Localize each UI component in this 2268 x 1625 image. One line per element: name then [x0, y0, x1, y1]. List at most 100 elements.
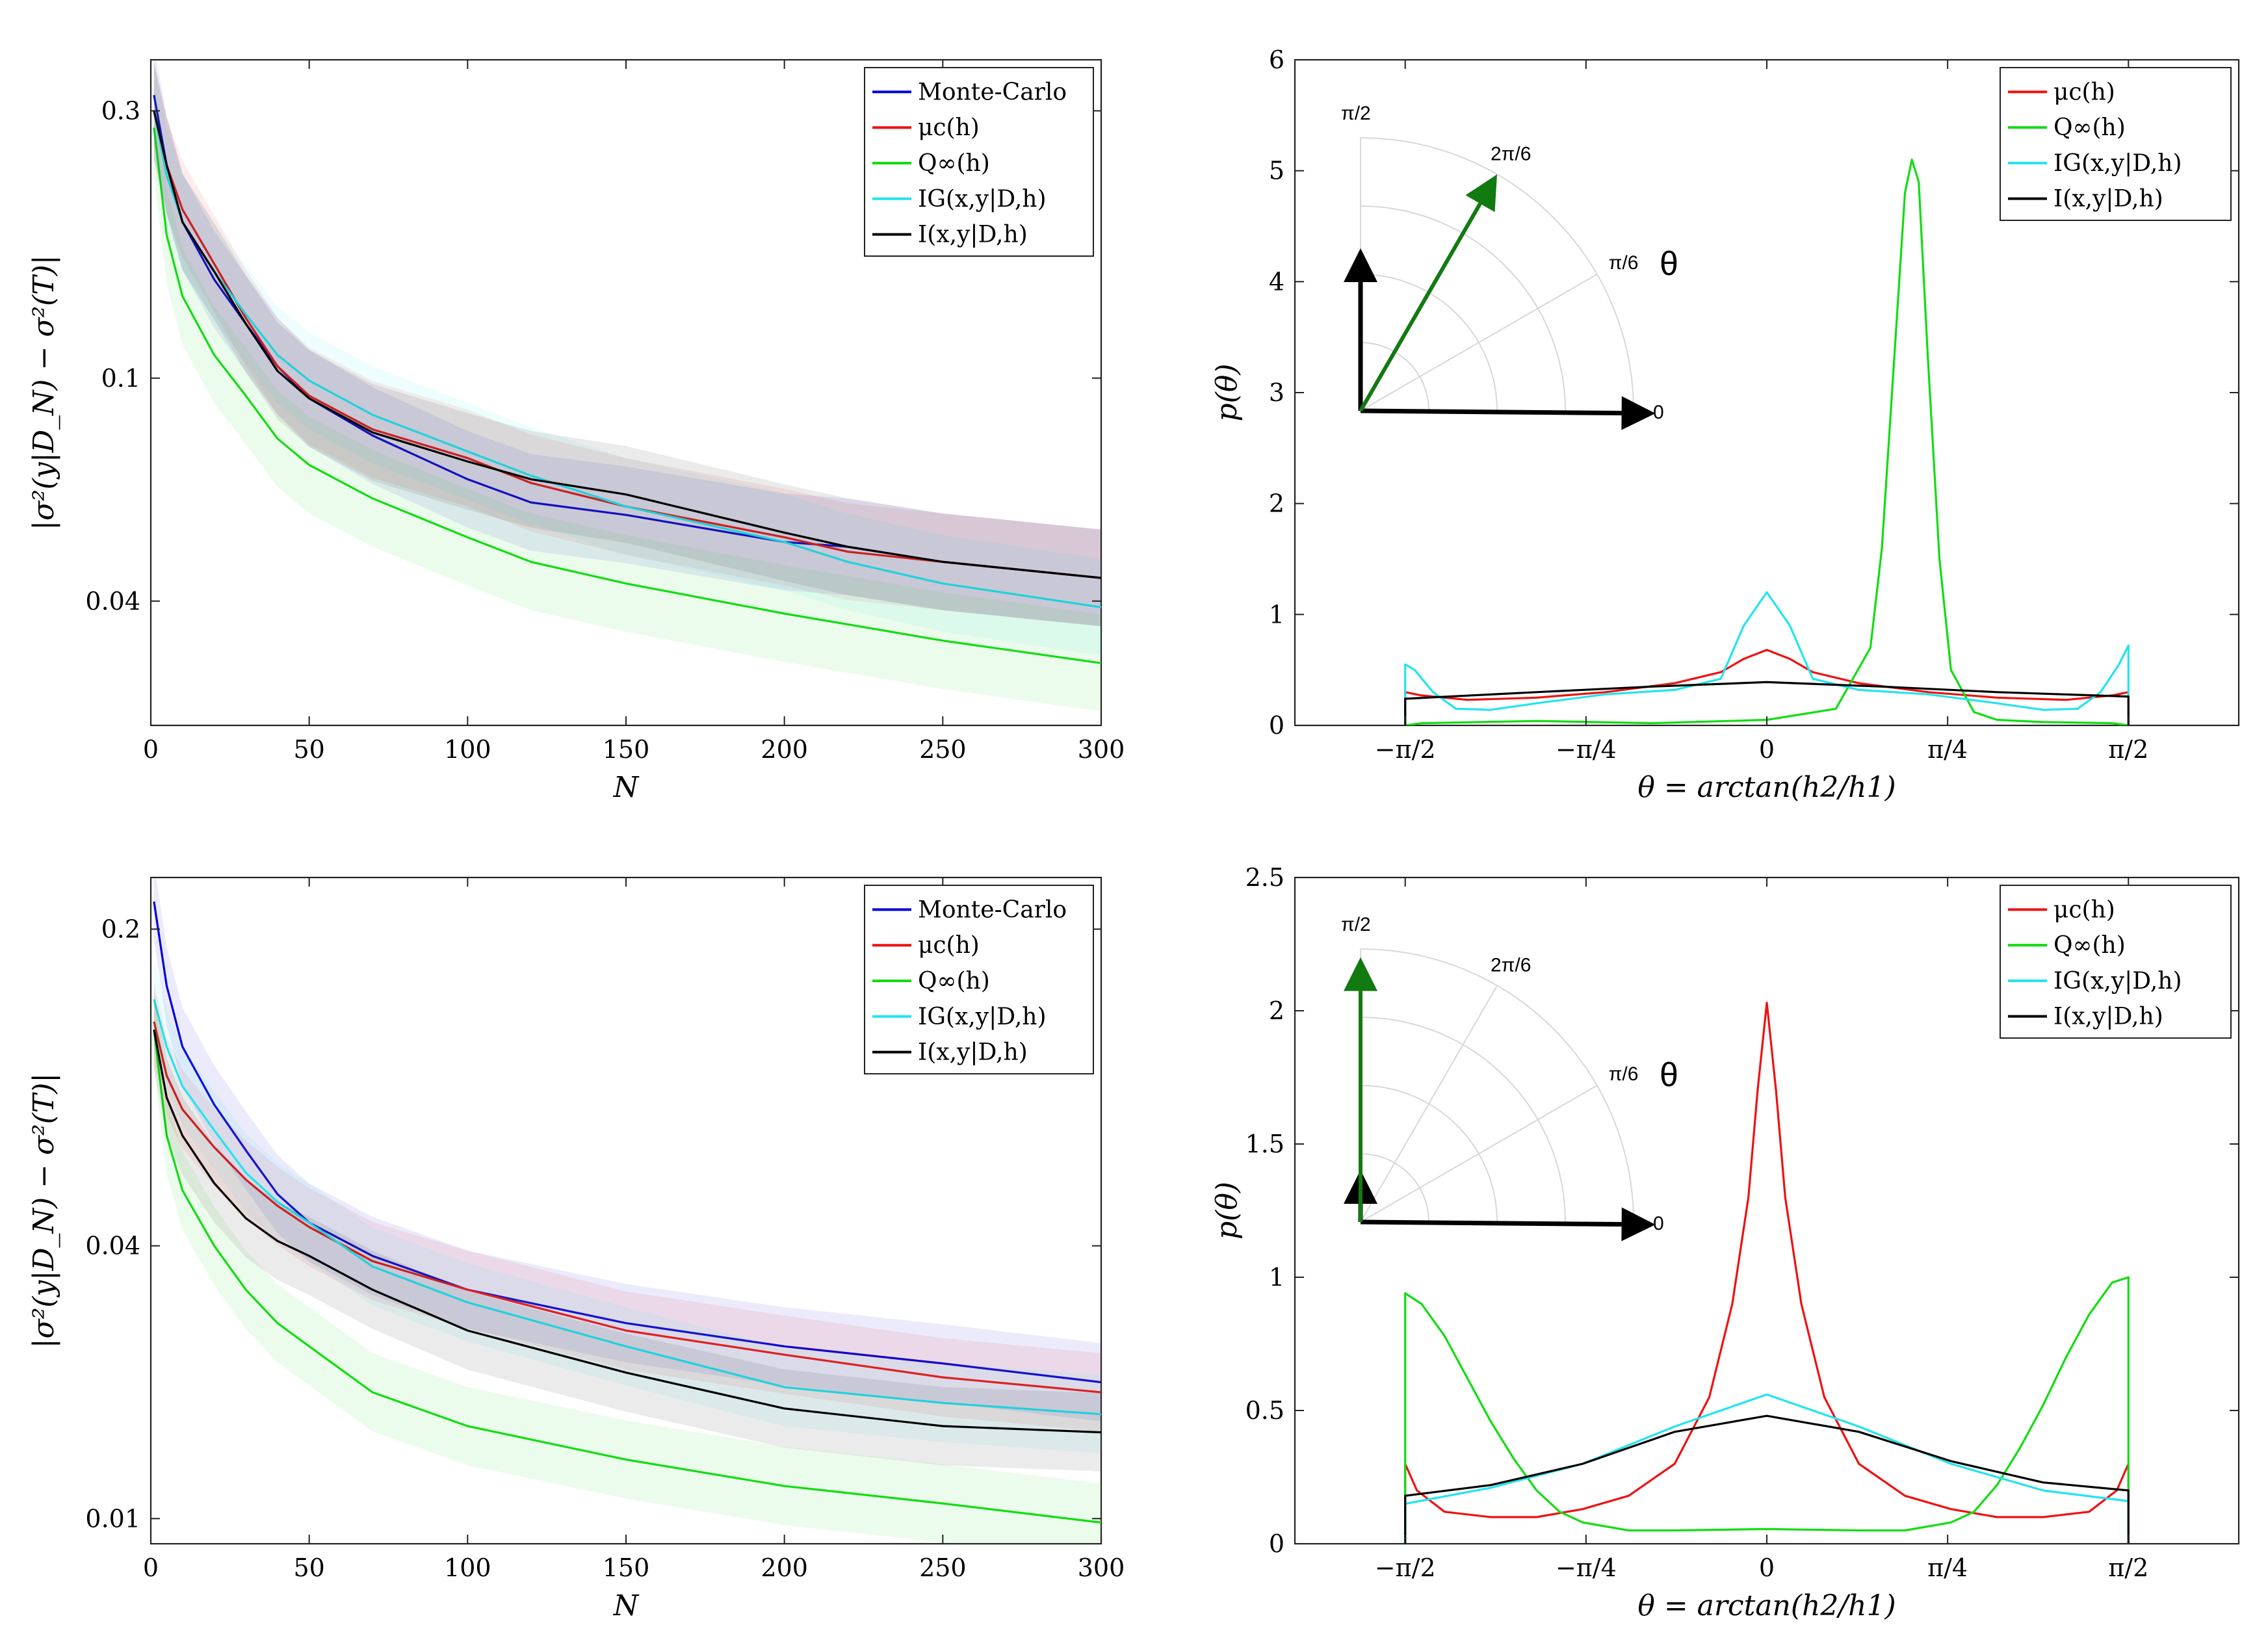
y-tick-label: 0 [1269, 711, 1284, 740]
legend-label: IG(x,y|D,h) [2053, 968, 2182, 994]
legend: Monte-Carlo μc(h) Q∞(h) IG(x,y|D,h) I(x,y|D,… [864, 885, 1094, 1074]
y-tick-label: 2.5 [1245, 863, 1284, 892]
y-tick-label: 0.04 [85, 587, 140, 616]
legend-label: Monte-Carlo [918, 79, 1067, 105]
legend-label: IG(x,y|D,h) [918, 186, 1047, 213]
direction-arrow-shaft [1359, 202, 1482, 412]
polar-ring [1360, 205, 1566, 411]
y-tick-label: 1 [1269, 600, 1284, 629]
legend-label: IG(x,y|D,h) [918, 1004, 1047, 1030]
polar-spoke [1360, 985, 1498, 1223]
legend-label: Q∞(h) [918, 968, 990, 994]
x-tick-label: 300 [1078, 1554, 1125, 1582]
polar-angle-label: 0 [1653, 1213, 1664, 1234]
x-tick-label: 0 [143, 735, 159, 764]
y-tick-label: 2 [1269, 489, 1284, 518]
series-band-ch [153, 982, 1101, 1432]
y-tick-label: 0.3 [101, 97, 140, 125]
series-band-qh [153, 990, 1101, 1544]
series-band-ch [153, 62, 1101, 627]
x-tick-label: 200 [761, 735, 808, 764]
legend-label: I(x,y|D,h) [918, 222, 1028, 248]
chart-top-right: 0 π/6 2π/6 π/2 θ −π/2 −π/4 0 π/4 π/2 0 1 2 3 4 5 6 θ = ar… [1210, 46, 2240, 804]
polar-ring [1360, 274, 1498, 411]
series-line-ch [1404, 1002, 2130, 1544]
series-line-ixydh [153, 110, 1101, 579]
x-tick-label: π/2 [2108, 1554, 2148, 1582]
x-axis-arrow-head [1621, 1207, 1656, 1242]
polar-theta-label: θ [1660, 1056, 1678, 1094]
series-line-ch [1404, 649, 2130, 725]
x-tick-label: −π/2 [1375, 735, 1436, 764]
x-axis-arrow-head [1621, 396, 1656, 430]
x-axis-arrow-shaft [1360, 1219, 1622, 1227]
x-tick-label: π/4 [1927, 735, 1968, 764]
y-tick-label: 0.04 [85, 1232, 140, 1260]
series-line-ixydh [153, 1029, 1101, 1434]
chart-bottom-right: 0 π/6 2π/6 π/2 θ −π/2 −π/4 0 π/4 π/2 0 0.5 1 1.5 2 2.5 θ… [1210, 863, 2240, 1622]
legend-label: Monte-Carlo [918, 896, 1067, 923]
series-band-montecarlo [153, 60, 1101, 627]
y-tick-label: 0.01 [85, 1504, 140, 1533]
series-line-ch [153, 1021, 1101, 1394]
polar-angle-label: 0 [1653, 402, 1664, 423]
x-tick-label: −π/4 [1556, 1554, 1617, 1582]
series-line-ixydh [1404, 1414, 2130, 1544]
legend-label: I(x,y|D,h) [2053, 186, 2163, 213]
polar-inset: 0 π/6 2π/6 π/2 θ [1341, 914, 1678, 1242]
y-tick-label: 2 [1269, 996, 1284, 1025]
legend: μc(h) Q∞(h) IG(x,y|D,h) I(x,y|D,h) [2000, 885, 2232, 1039]
series-band-ixydh [153, 990, 1101, 1472]
polar-inset: 0 π/6 2π/6 π/2 θ [1341, 103, 1678, 430]
polar-angle-label: π/6 [1609, 1063, 1639, 1085]
polar-ring [1360, 1017, 1566, 1223]
x-tick-label: 0 [1759, 1554, 1775, 1582]
series-group [153, 60, 1101, 712]
y-tick-label: 6 [1269, 46, 1284, 74]
polar-spoke [1360, 1085, 1598, 1223]
polar-angle-label: 2π/6 [1491, 954, 1531, 976]
x-axis-label: N [613, 1589, 640, 1622]
chart-bottom-left: 0 50 100 150 200 250 300 0.01 0.04 0.2 N |σ²(y|D_N)… [27, 876, 1125, 1622]
series-band-igxydh [153, 960, 1101, 1453]
polar-ring [1360, 1085, 1498, 1223]
legend-label: IG(x,y|D,h) [2053, 150, 2182, 177]
series-line-ixydh [1404, 681, 2130, 725]
series-line-qh [153, 127, 1101, 664]
x-tick-label: 100 [444, 1554, 491, 1582]
direction-arrow-head [1465, 174, 1497, 213]
legend-label: μc(h) [918, 932, 980, 959]
chart-top-left: 0 50 100 150 200 250 300 0.04 0.1 0.3 N |σ²(y|D_N) … [27, 58, 1125, 804]
series-line-igxydh [1404, 591, 2130, 725]
x-tick-label: π/4 [1927, 1554, 1968, 1582]
legend: μc(h) Q∞(h) IG(x,y|D,h) I(x,y|D,h) [2000, 67, 2232, 221]
x-tick-label: 150 [603, 1554, 650, 1582]
series-group [1404, 159, 2130, 725]
y-axis-label: p(θ) [1210, 1182, 1244, 1240]
series-line-igxydh [153, 998, 1101, 1416]
series-group [153, 878, 1101, 1544]
series-line-montecarlo [153, 95, 1101, 579]
x-tick-label: 250 [919, 1554, 967, 1582]
series-band-montecarlo [153, 878, 1101, 1422]
y-tick-label: 3 [1269, 378, 1284, 407]
series-line-qh [1404, 1276, 2130, 1544]
legend-label: Q∞(h) [2053, 932, 2126, 959]
legend-label: I(x,y|D,h) [2053, 1004, 2163, 1030]
direction-arrow-head [1344, 957, 1377, 991]
y-tick-label: 0.5 [1245, 1396, 1284, 1425]
polar-angle-label: 2π/6 [1491, 143, 1531, 164]
legend-label: Q∞(h) [2053, 114, 2126, 141]
y-tick-label: 1.5 [1245, 1130, 1284, 1158]
y-tick-label: 5 [1269, 157, 1284, 185]
series-group [1404, 1002, 2130, 1544]
x-tick-label: 0 [143, 1554, 159, 1582]
x-tick-label: 100 [444, 735, 491, 764]
x-tick-label: 250 [919, 735, 967, 764]
series-line-qh [1405, 159, 2129, 725]
y-tick-label: 0.2 [101, 915, 140, 943]
legend-label: I(x,y|D,h) [918, 1039, 1028, 1066]
series-line-qh [153, 1029, 1101, 1524]
x-tick-label: 300 [1078, 735, 1125, 764]
